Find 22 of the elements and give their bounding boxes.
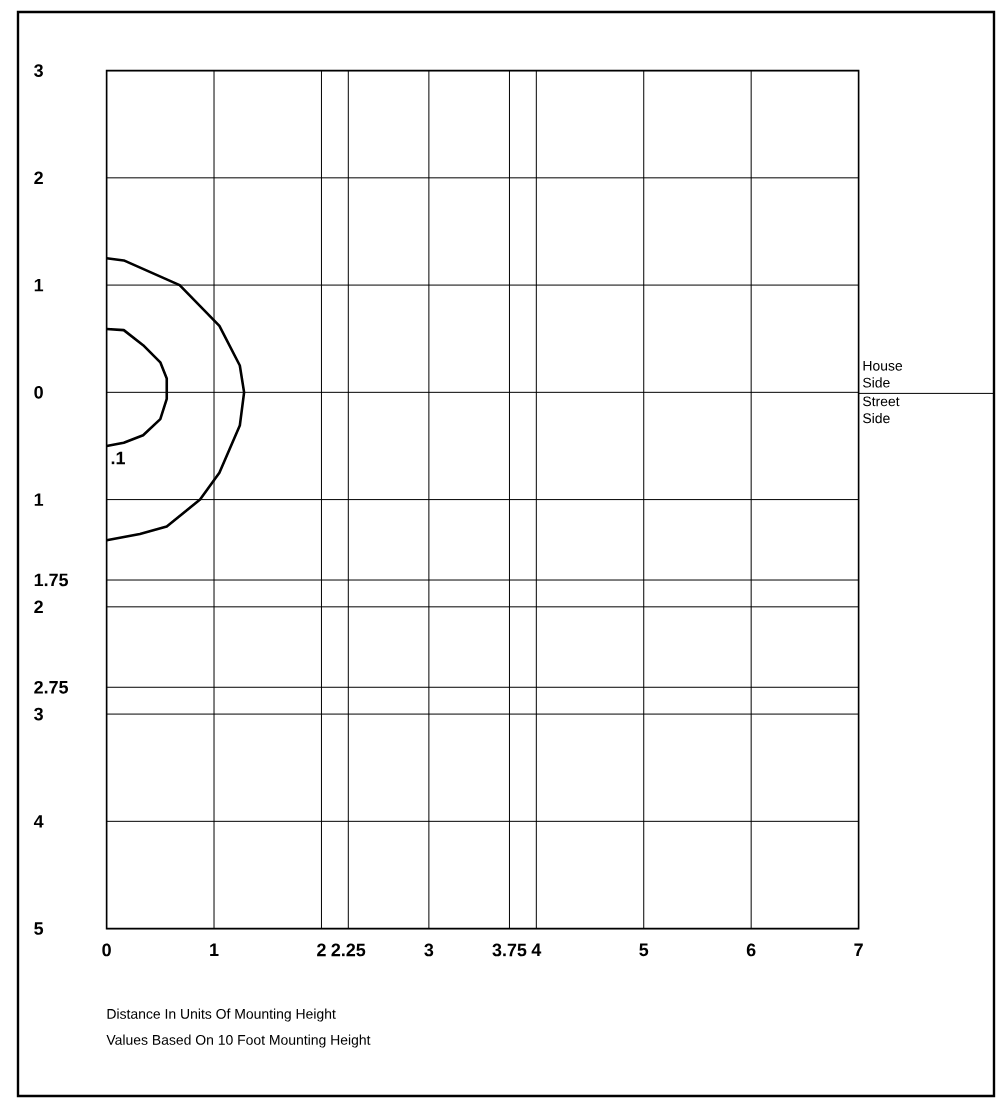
x-tick-label: 5: [639, 943, 649, 957]
x-tick-label: 7: [854, 943, 863, 956]
y-tick-label: 1: [34, 493, 44, 506]
y-tick-label: 2: [34, 171, 43, 185]
y-tick-label: 4: [33, 815, 44, 828]
y-tick-label: 1.75: [34, 573, 69, 587]
x-tick-label: 6: [746, 943, 756, 957]
x-tick-label: 3: [424, 943, 434, 957]
y-tick-label: 3: [34, 64, 43, 77]
x-tick-label: 2.25: [331, 943, 366, 957]
y-tick-label: 2: [34, 600, 43, 614]
y-tick-label: 0: [34, 385, 43, 399]
x-tick-label: 4: [531, 943, 542, 956]
x-tick-label: 3.75: [492, 943, 527, 957]
annotation: .1: [111, 451, 125, 465]
y-tick-label: 5: [34, 922, 44, 935]
x-tick-label: 1: [210, 943, 219, 956]
x-tick-label: 0: [102, 943, 111, 957]
y-tick-label: 3: [34, 707, 43, 721]
y-tick-label: 2.75: [34, 680, 69, 694]
x-tick-label: 2: [317, 943, 326, 957]
y-tick-label: 1: [34, 278, 44, 292]
